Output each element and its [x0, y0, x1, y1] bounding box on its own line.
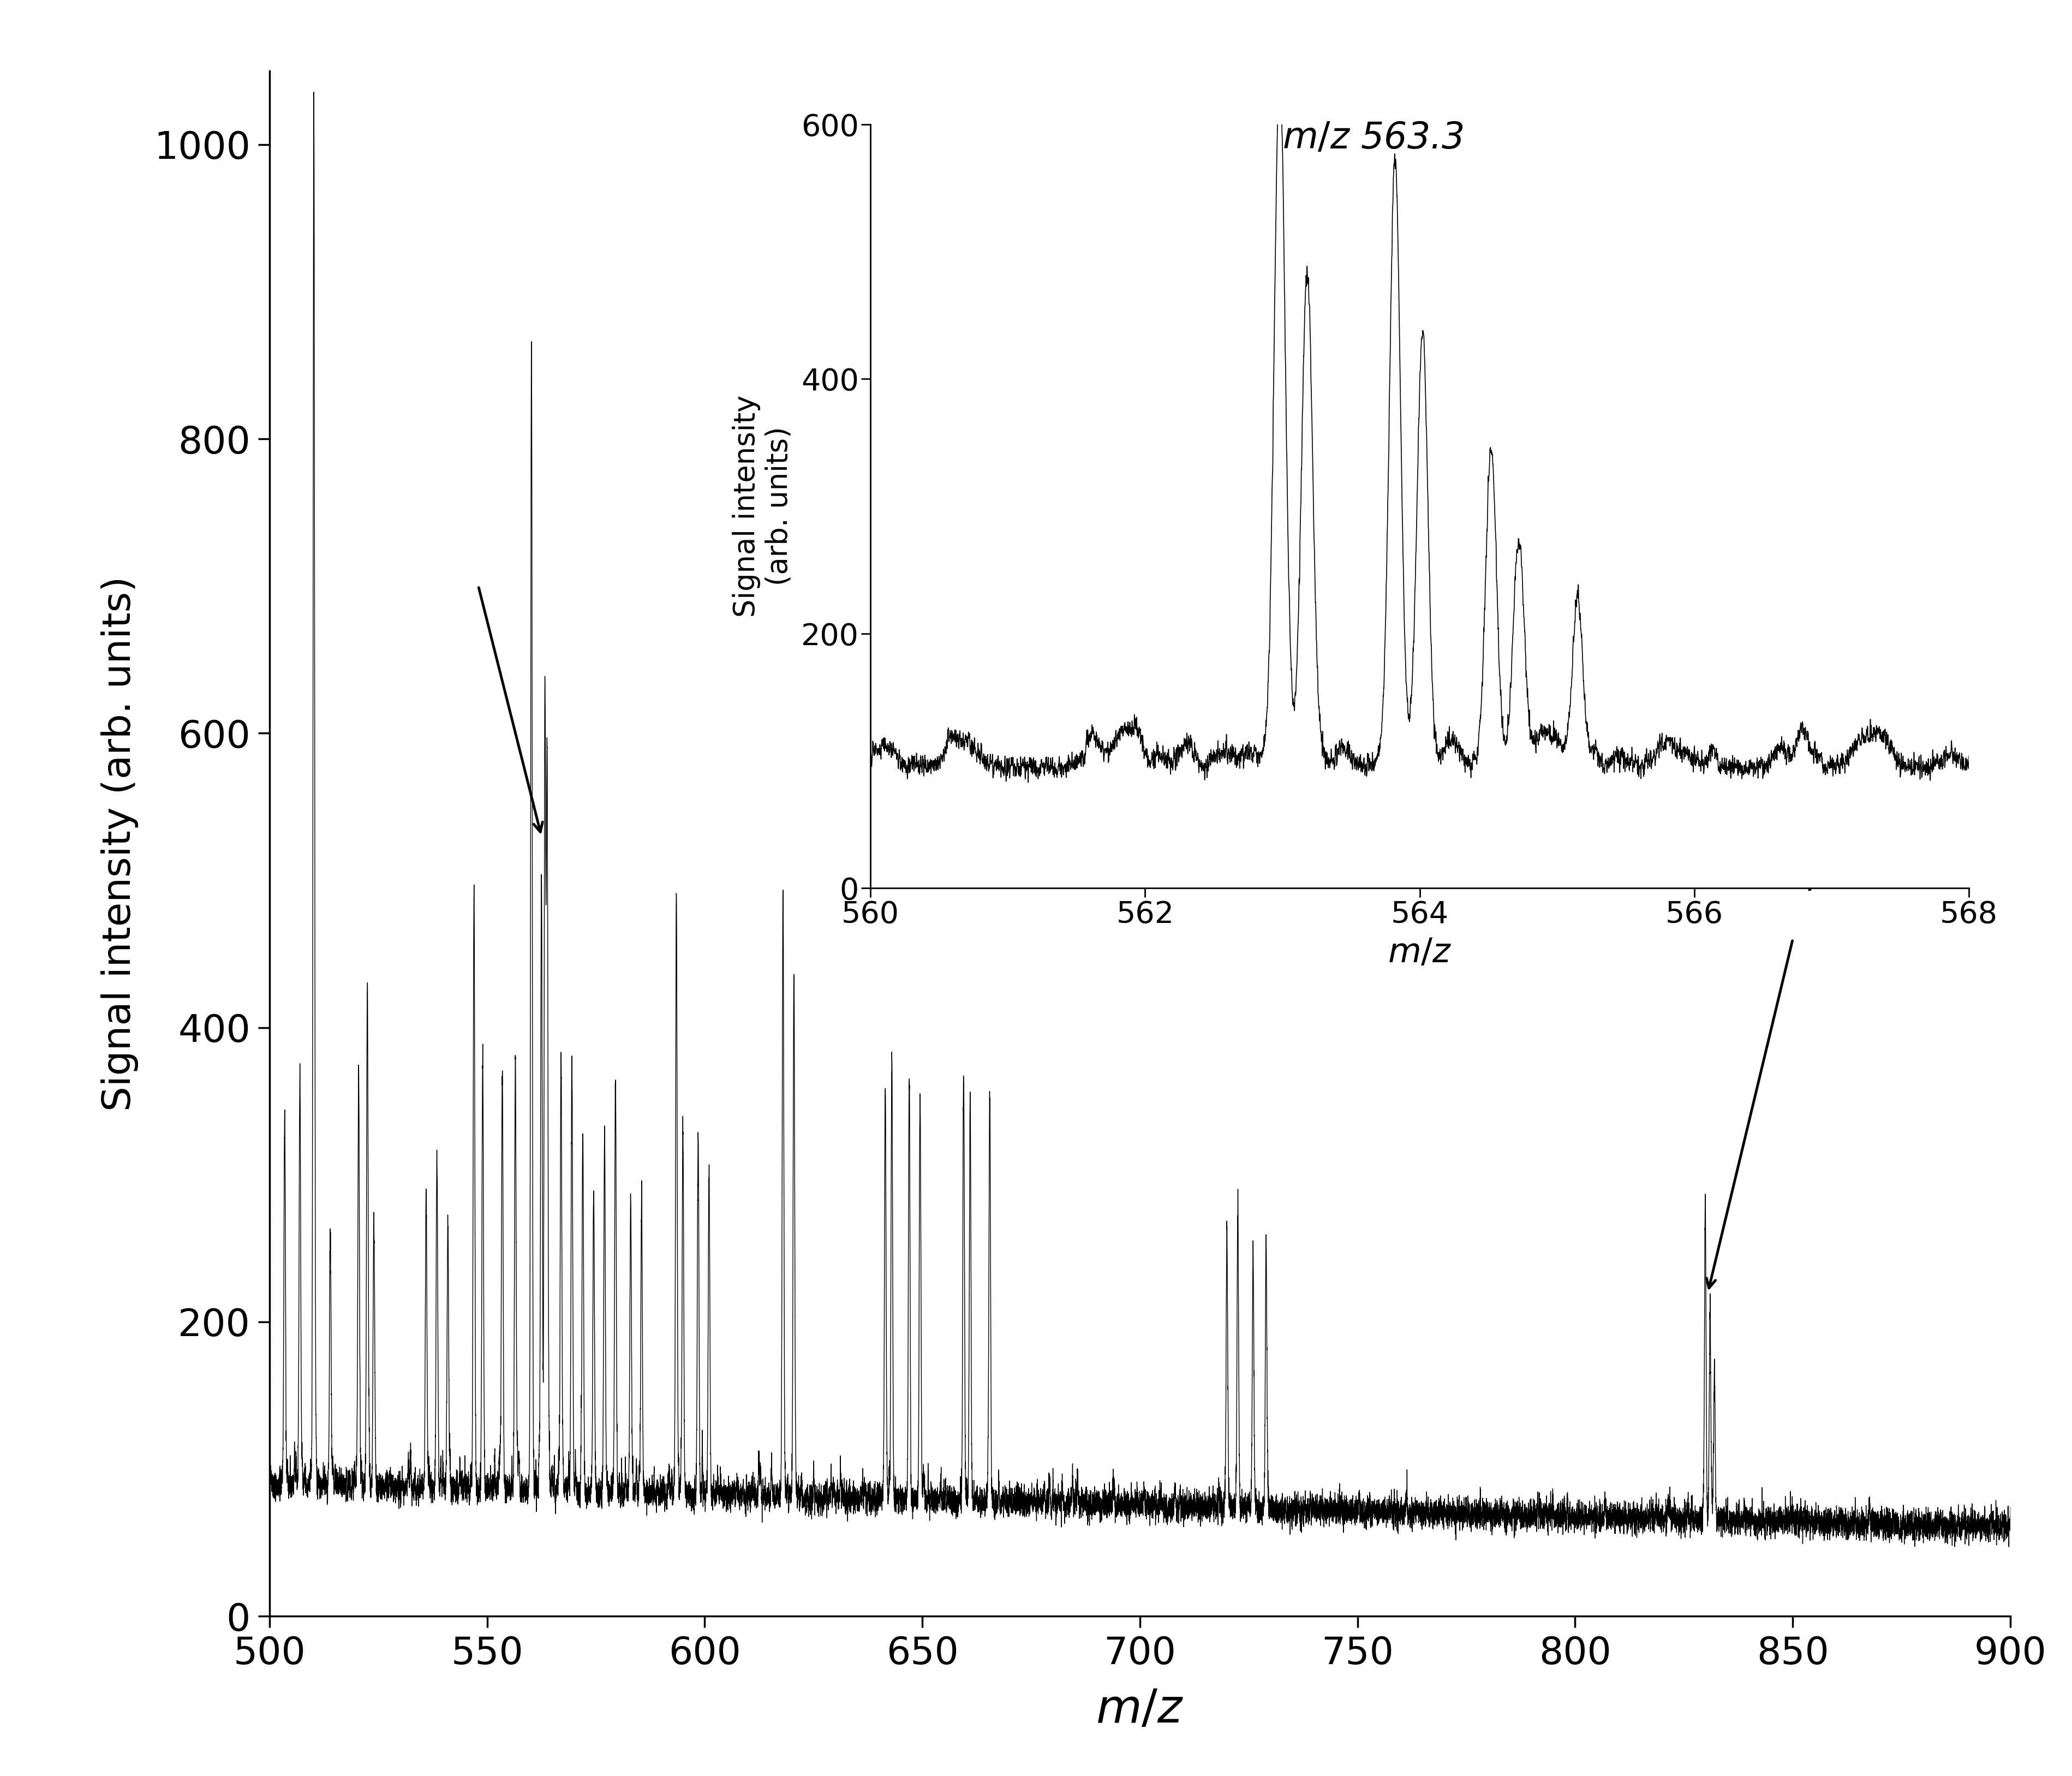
X-axis label: $m/z$: $m/z$	[1386, 936, 1452, 970]
Y-axis label: Signal intensity
(arb. units): Signal intensity (arb. units)	[731, 394, 794, 618]
Text: $m/z$ 829.9: $m/z$ 829.9	[1769, 858, 1960, 895]
Y-axis label: Signal intensity (arb. units): Signal intensity (arb. units)	[102, 575, 139, 1112]
Text: $m/z$ 563.3: $m/z$ 563.3	[1283, 121, 1463, 156]
X-axis label: $m/z$: $m/z$	[1096, 1687, 1183, 1732]
